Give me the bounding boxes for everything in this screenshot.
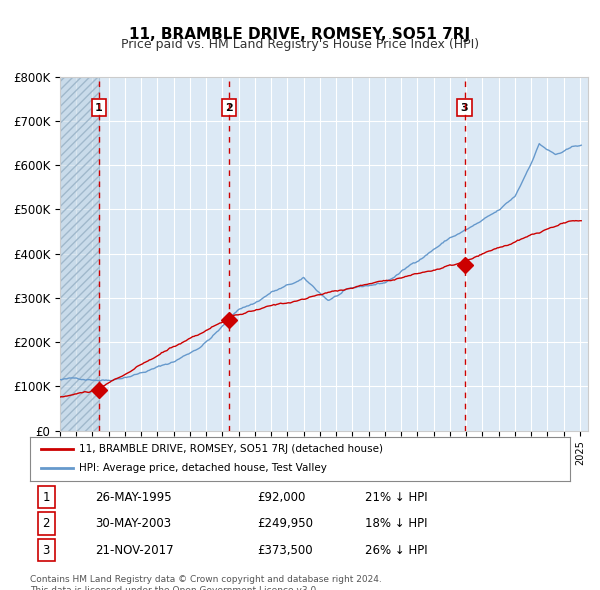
Text: £92,000: £92,000 — [257, 490, 305, 504]
Text: 21-NOV-2017: 21-NOV-2017 — [95, 543, 173, 557]
Text: £373,500: £373,500 — [257, 543, 313, 557]
Text: 3: 3 — [43, 543, 50, 557]
Text: 26-MAY-1995: 26-MAY-1995 — [95, 490, 172, 504]
Text: Price paid vs. HM Land Registry's House Price Index (HPI): Price paid vs. HM Land Registry's House … — [121, 38, 479, 51]
Text: 18% ↓ HPI: 18% ↓ HPI — [365, 517, 427, 530]
Text: 3: 3 — [461, 103, 469, 113]
Text: 26% ↓ HPI: 26% ↓ HPI — [365, 543, 427, 557]
Text: 1: 1 — [43, 490, 50, 504]
Text: 21% ↓ HPI: 21% ↓ HPI — [365, 490, 427, 504]
Text: 30-MAY-2003: 30-MAY-2003 — [95, 517, 171, 530]
Text: 11, BRAMBLE DRIVE, ROMSEY, SO51 7RJ (detached house): 11, BRAMBLE DRIVE, ROMSEY, SO51 7RJ (det… — [79, 444, 383, 454]
Text: HPI: Average price, detached house, Test Valley: HPI: Average price, detached house, Test… — [79, 464, 326, 473]
Text: 11, BRAMBLE DRIVE, ROMSEY, SO51 7RJ: 11, BRAMBLE DRIVE, ROMSEY, SO51 7RJ — [130, 27, 470, 41]
Text: 2: 2 — [43, 517, 50, 530]
Text: Contains HM Land Registry data © Crown copyright and database right 2024.
This d: Contains HM Land Registry data © Crown c… — [30, 575, 382, 590]
Text: 2: 2 — [225, 103, 233, 113]
Text: 1: 1 — [95, 103, 103, 113]
Text: £249,950: £249,950 — [257, 517, 313, 530]
